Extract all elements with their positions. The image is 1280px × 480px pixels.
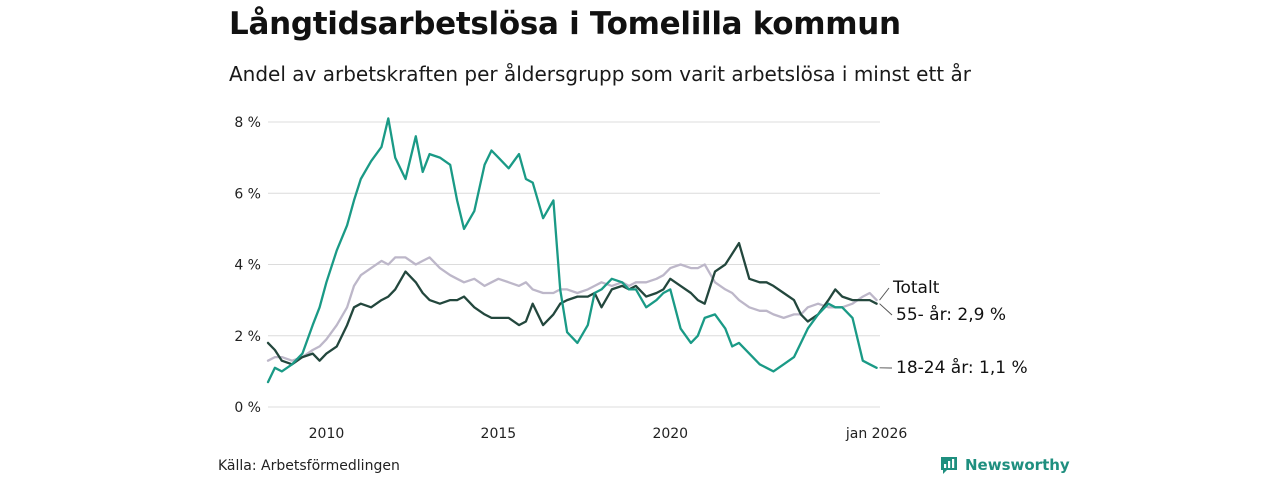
source-note: Källa: Arbetsförmedlingen: [218, 458, 400, 474]
x-tick-label: jan 2026: [845, 426, 908, 442]
x-tick-label: 2010: [309, 426, 345, 442]
chart-title: Långtidsarbetslösa i Tomelilla kommun: [229, 6, 901, 42]
series-labels: Totalt 55- år: 2,9 % 18-24 år: 1,1 %: [879, 278, 1028, 378]
chart-subtitle: Andel av arbetskraften per åldersgrupp s…: [229, 62, 971, 86]
series-line-55-r: [266, 241, 878, 366]
brand-logo[interactable]: Newsworthy: [939, 455, 1070, 475]
series-lines: [266, 117, 878, 384]
y-tick-label: 4 %: [234, 258, 261, 274]
gridlines: [268, 121, 880, 408]
series-label: 55- år: 2,9 %: [896, 304, 1006, 325]
y-tick-label: 6 %: [234, 186, 261, 202]
series-line-totalt: [266, 256, 878, 362]
x-tick-label: 2015: [481, 426, 517, 442]
label-leader-line: [879, 303, 893, 316]
series-label: 18-24 år: 1,1 %: [896, 357, 1028, 378]
brand-name: Newsworthy: [965, 456, 1070, 474]
newsworthy-logo-icon: [941, 457, 957, 474]
series-label: Totalt: [892, 278, 940, 298]
x-axis-ticks: 2010 2015 2020 jan 2026: [309, 426, 908, 442]
series-line-18-24-r: [266, 117, 878, 384]
x-tick-label: 2020: [652, 426, 688, 442]
y-tick-label: 2 %: [234, 329, 261, 345]
y-tick-label: 8 %: [234, 115, 261, 131]
y-tick-label: 0 %: [234, 400, 261, 416]
label-leader-line: [879, 287, 890, 301]
y-axis-ticks: 0 % 2 % 4 % 6 % 8 %: [234, 115, 261, 416]
